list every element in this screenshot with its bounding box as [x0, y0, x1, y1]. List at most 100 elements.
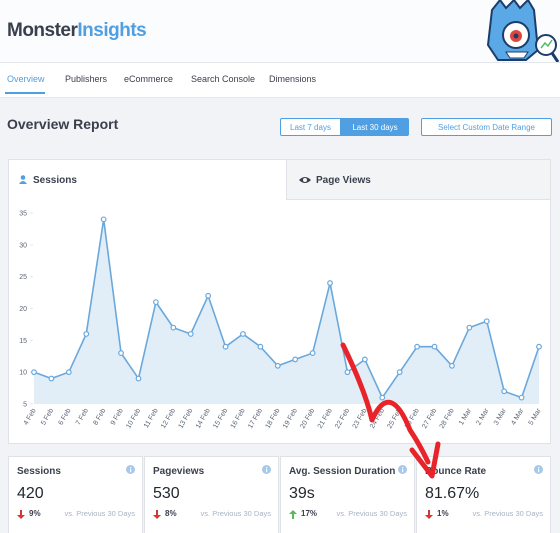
x-tick-label: 5 Mar	[528, 407, 543, 427]
mascot	[486, 0, 560, 63]
x-tick-label: 25 Feb	[386, 407, 403, 429]
point	[205, 292, 212, 299]
point	[118, 350, 124, 356]
custom-range-button[interactable]: Select Custom Date Range	[421, 118, 552, 136]
x-tick-label: 13 Feb	[177, 407, 194, 429]
stat-label: Pageviews	[153, 466, 205, 477]
stat-label: Bounce Rate	[425, 466, 487, 477]
stat-compare: vs. Previous 30 Days	[200, 509, 271, 518]
x-tick-label: 8 Feb	[92, 407, 107, 426]
info-icon[interactable]	[398, 465, 407, 474]
range-button[interactable]: Last 7 days	[280, 118, 341, 136]
x-tick-label: 17 Feb	[247, 407, 264, 429]
x-tick-label: 4 Feb	[23, 407, 38, 426]
point	[449, 362, 455, 369]
info-icon[interactable]	[534, 465, 543, 474]
x-tick-label: 24 Feb	[369, 407, 386, 429]
stat-change: 9%	[29, 509, 41, 518]
stat-change: 8%	[165, 509, 177, 518]
x-tick-label: 11 Feb	[143, 407, 160, 429]
x-tick-label: 14 Feb	[195, 407, 212, 429]
stat-value: 530	[153, 485, 180, 502]
point	[48, 375, 55, 382]
header: MonsterInsights	[0, 0, 560, 63]
up-arrow	[289, 510, 297, 519]
point	[431, 343, 438, 350]
range-button[interactable]: Last 30 days	[341, 118, 409, 136]
nav-tab[interactable]: Publishers	[65, 74, 108, 84]
info-icon[interactable]	[262, 465, 271, 474]
point	[361, 356, 368, 363]
nav-bar: Overview Publishers eCommerce Search Con…	[0, 62, 560, 98]
brand-accent: Insights	[77, 20, 147, 41]
nav-tab[interactable]: Overview	[7, 74, 45, 84]
x-tick-label: 21 Feb	[317, 407, 334, 429]
chart-tab[interactable]: Sessions	[9, 160, 286, 200]
x-tick-label: 22 Feb	[334, 407, 351, 429]
nav-tab[interactable]: eCommerce	[124, 74, 174, 84]
stat-compare: vs. Previous 30 Days	[64, 509, 135, 518]
point	[327, 280, 333, 286]
point	[501, 388, 508, 395]
stat-label: Sessions	[17, 466, 61, 477]
stat-label: Avg. Session Duration	[289, 466, 396, 477]
x-tick-label: 16 Feb	[230, 407, 247, 429]
x-tick-label: 1 Mar	[458, 407, 473, 427]
stat-change: 17%	[301, 509, 318, 518]
y-tick-label: 35	[19, 211, 27, 218]
stat-card: Bounce Rate 81.67% 1% vs. Previous 30 Da…	[416, 456, 551, 533]
stat-card: Avg. Session Duration 39s 17% vs. Previo…	[280, 456, 415, 533]
x-tick-label: 4 Mar	[510, 407, 525, 427]
nav-tab[interactable]: Search Console	[191, 74, 256, 84]
point	[31, 369, 37, 376]
stat-card: Pageviews 530 8% vs. Previous 30 Days	[144, 456, 279, 533]
x-tick-label: 15 Feb	[212, 407, 229, 429]
point	[274, 362, 281, 369]
point	[379, 394, 386, 401]
active-indicator	[5, 92, 45, 94]
line	[33, 219, 540, 400]
point	[170, 324, 177, 331]
y-tick-label: 10	[19, 370, 27, 377]
stat-card: Sessions 420 9% vs. Previous 30 Days	[8, 456, 143, 533]
x-tick-label: 27 Feb	[421, 407, 438, 429]
info-icon[interactable]	[126, 465, 135, 474]
stat-compare: vs. Previous 30 Days	[336, 509, 407, 518]
x-tick-label: 5 Feb	[40, 407, 55, 426]
point	[135, 375, 142, 382]
point	[292, 356, 299, 363]
x-tick-label: 3 Mar	[493, 407, 508, 427]
tab-label: Page Views	[316, 175, 371, 186]
x-tick-label: 10 Feb	[125, 407, 142, 429]
point	[83, 331, 90, 337]
point	[240, 331, 246, 337]
stat-value: 39s	[289, 485, 315, 502]
down-arrow	[153, 510, 161, 519]
y-tick-label: 15	[19, 338, 27, 345]
x-tick-label: 12 Feb	[160, 407, 177, 429]
y-tick-label: 30	[19, 242, 27, 249]
x-tick-label: 9 Feb	[110, 407, 125, 426]
point	[100, 216, 107, 223]
x-tick-label: 6 Feb	[58, 407, 73, 426]
brand-logo[interactable]: MonsterInsights	[7, 20, 147, 42]
chart-tab[interactable]: Page Views	[286, 160, 550, 200]
down-arrow	[17, 510, 25, 519]
x-tick-label: 19 Feb	[282, 407, 299, 429]
x-tick-label: 20 Feb	[299, 407, 316, 429]
nav-tab[interactable]: Dimensions	[269, 74, 317, 84]
x-tick-label: 18 Feb	[265, 407, 282, 429]
x-tick-label: 2 Mar	[475, 407, 490, 427]
point	[518, 394, 525, 401]
y-tick-label: 5	[23, 402, 27, 409]
x-tick-label: 7 Feb	[75, 407, 90, 426]
point	[466, 324, 473, 331]
chart: 5 10 15 20 25 30 35 4 Feb 5 Feb 6 Feb 7 Feb 8 Feb 9 …	[19, 211, 543, 430]
area	[34, 219, 539, 404]
stat-value: 420	[17, 485, 44, 502]
brand: Monster	[7, 20, 78, 41]
y-tick-label: 25	[19, 274, 27, 281]
point	[257, 343, 264, 350]
point	[65, 369, 72, 376]
